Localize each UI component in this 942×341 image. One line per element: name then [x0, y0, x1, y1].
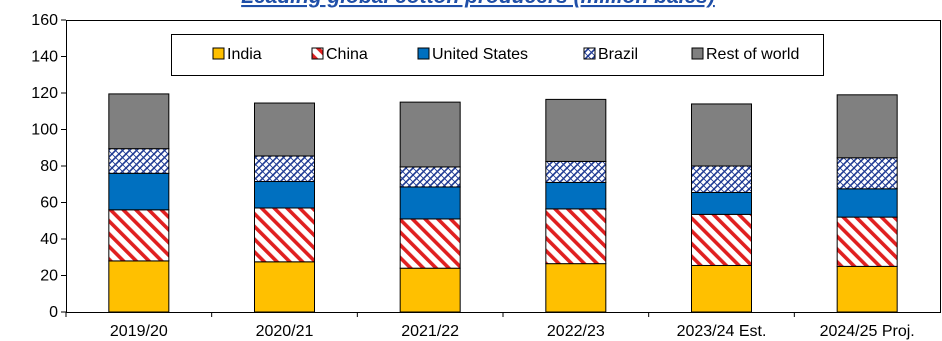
bar-segment-brazil — [545, 160, 607, 183]
y-tick-label: 100 — [31, 122, 58, 139]
legend-label: India — [227, 46, 262, 63]
x-tick-label: 2022/23 — [547, 323, 605, 340]
bar-stack — [399, 101, 461, 313]
bar-segment-brazil — [691, 165, 752, 193]
bar-segment-united-states — [545, 181, 607, 210]
bar-stack — [254, 102, 315, 313]
bar-segment-china — [254, 207, 315, 263]
bar-segment-rest-of-world — [691, 103, 752, 167]
legend-swatch — [691, 47, 704, 60]
y-tick-label: 160 — [31, 12, 58, 29]
y-tick-label: 20 — [40, 268, 58, 285]
bar-segment-china — [399, 218, 461, 269]
x-tick-label: 2024/25 Proj. — [820, 323, 915, 340]
legend-box — [171, 34, 824, 76]
bar-segment-brazil — [399, 166, 461, 188]
legend-label: China — [326, 46, 368, 63]
legend: India China United States Brazil Rest of wor… — [171, 34, 824, 76]
legend-swatch — [583, 47, 596, 60]
bar-segment-rest-of-world — [108, 93, 170, 150]
bar-segment-rest-of-world — [836, 94, 898, 159]
bar-segment-brazil — [254, 155, 315, 183]
x-tick-label: 2021/22 — [401, 323, 459, 340]
bar-stack — [691, 103, 752, 313]
bar-segment-rest-of-world — [545, 98, 607, 162]
bar-segment-india — [108, 260, 170, 313]
bar-segment-united-states — [254, 181, 315, 209]
bar-segment-united-states — [691, 191, 752, 215]
y-tick-label: 40 — [40, 231, 58, 248]
bar-segment-india — [399, 267, 461, 313]
x-tick-label: 2020/21 — [256, 323, 314, 340]
bar-stack — [545, 98, 607, 313]
x-tick-label: 2019/20 — [110, 323, 168, 340]
bar-segment-united-states — [108, 172, 170, 211]
bar-segment-china — [836, 216, 898, 267]
bar-stack — [108, 93, 170, 313]
legend-swatch — [212, 47, 225, 60]
bar-stack — [836, 94, 898, 313]
bar-segment-india — [691, 264, 752, 313]
bar-segment-brazil — [108, 148, 170, 174]
legend-swatch — [417, 47, 430, 60]
bar-segment-rest-of-world — [254, 102, 315, 157]
bar-segment-china — [108, 209, 170, 262]
bar-segment-united-states — [399, 186, 461, 220]
bars — [108, 93, 898, 313]
y-tick-label: 80 — [40, 158, 58, 175]
legend-label: Brazil — [598, 46, 638, 63]
bar-segment-india — [545, 263, 607, 313]
bar-segment-brazil — [836, 157, 898, 190]
y-tick-label: 120 — [31, 85, 58, 102]
legend-label: United States — [432, 46, 528, 63]
bar-segment-rest-of-world — [399, 101, 461, 168]
y-tick-label: 60 — [40, 195, 58, 212]
legend-label: Rest of world — [706, 46, 799, 63]
chart-title: Leading global cotton producers (million… — [241, 0, 715, 8]
x-tick-label: 2023/24 Est. — [677, 323, 767, 340]
y-axis: 0 20 40 60 80 100 120 140 160 — [31, 12, 66, 321]
bar-segment-china — [545, 208, 607, 265]
y-tick-label: 0 — [49, 304, 58, 321]
legend-swatch — [311, 47, 324, 60]
bar-segment-china — [691, 213, 752, 266]
bar-segment-united-states — [836, 188, 898, 218]
bar-segment-india — [254, 261, 315, 313]
bar-segment-india — [836, 265, 898, 313]
y-tick-label: 140 — [31, 49, 58, 66]
x-axis: 2019/20 2020/21 2021/22 2022/23 2023/24 Est.… — [65, 312, 915, 340]
